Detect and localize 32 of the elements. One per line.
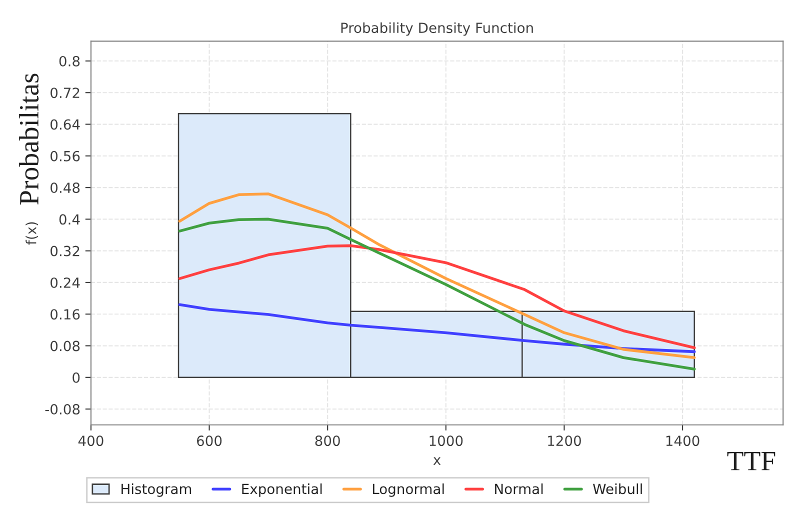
y-tick-label: 0.32 xyxy=(50,246,80,256)
y-tick-label: 0.64 xyxy=(50,119,80,130)
x-tick-label: 800 xyxy=(315,436,340,446)
y-tick-label: 0.48 xyxy=(50,182,80,194)
x-tick-label: 1200 xyxy=(548,436,581,446)
text: TTF xyxy=(727,452,776,470)
x-axis-title: x xyxy=(433,457,441,465)
legend-label: Lognormal xyxy=(372,483,444,497)
line-series xyxy=(178,192,696,360)
legend-label: Weibull xyxy=(593,483,642,494)
x-tick-label: 400 xyxy=(78,436,104,446)
y-tick-label: 0.8 xyxy=(59,56,80,66)
y-tick-label: 0.4 xyxy=(59,214,80,225)
y-tick-label: 0 xyxy=(72,372,80,383)
y-tick-label: 0.72 xyxy=(50,88,80,98)
y-axis-title: f(x) xyxy=(26,222,38,245)
y-tick-label: 0.08 xyxy=(50,340,80,352)
legend-label: Exponential xyxy=(242,483,322,497)
x-tick-label: 1000 xyxy=(430,436,463,446)
line-series xyxy=(178,244,696,350)
y-tick-label: 0.16 xyxy=(50,309,80,320)
line-series xyxy=(178,303,696,354)
text: Probabilitas xyxy=(19,74,39,205)
line-series xyxy=(178,218,696,370)
y-tick-label: 0.24 xyxy=(50,277,80,288)
legend-label: Normal xyxy=(495,483,543,494)
y-tick-label: -0.08 xyxy=(45,404,80,415)
y-tick-label: 0.56 xyxy=(50,150,80,162)
x-tick-label: 600 xyxy=(196,436,222,446)
chart-title: Probability Density Function xyxy=(341,22,533,36)
legend-label: Histogram xyxy=(122,483,192,497)
x-tick-label: 1400 xyxy=(666,436,700,446)
